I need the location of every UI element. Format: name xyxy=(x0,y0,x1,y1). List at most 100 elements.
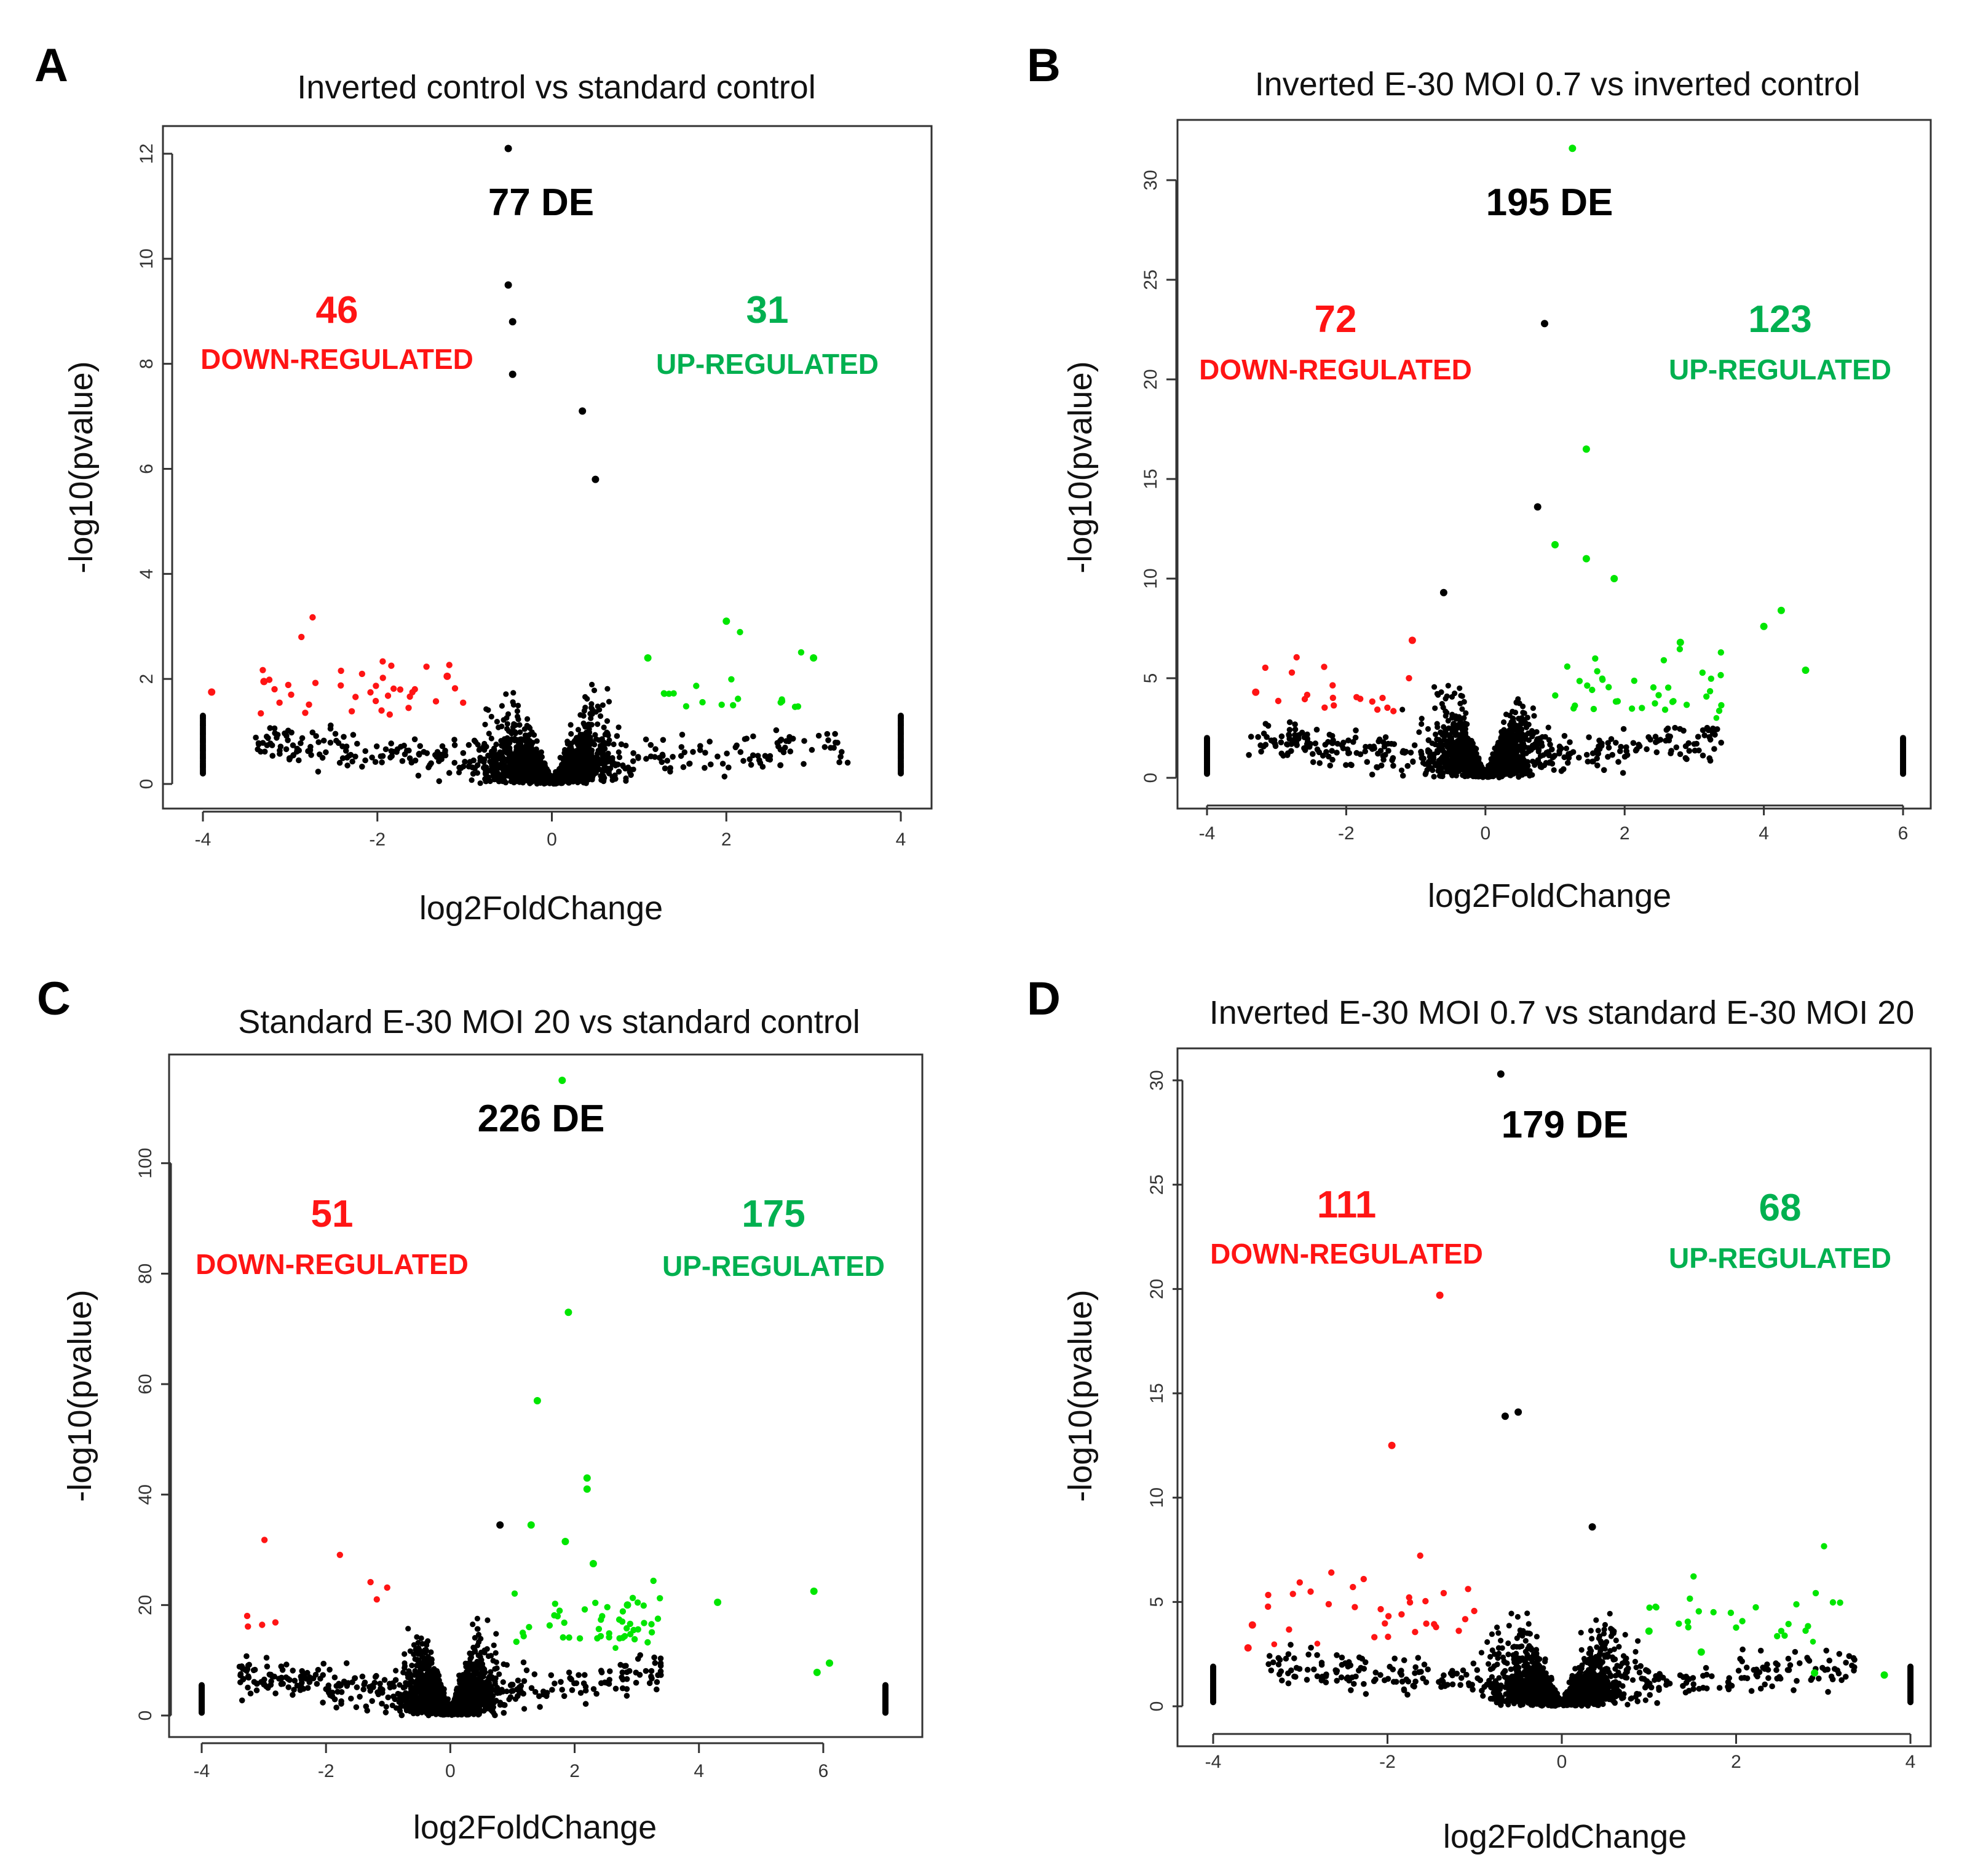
gene-point xyxy=(600,702,606,708)
gene-point xyxy=(647,742,654,748)
gene-point xyxy=(606,737,612,743)
down-regulated-point xyxy=(358,670,365,678)
gene-point xyxy=(635,754,641,760)
down-regulated-point xyxy=(1288,669,1296,676)
gene-point xyxy=(496,778,502,785)
gene-point xyxy=(267,725,274,731)
down-regulated-point xyxy=(1275,697,1282,705)
up-regulated-point xyxy=(1716,707,1723,714)
gene-point xyxy=(1284,741,1290,748)
gene-point xyxy=(1449,694,1455,700)
gene-point xyxy=(401,742,407,749)
x-tick-label: 6 xyxy=(1898,823,1909,844)
gene-point xyxy=(1644,746,1650,753)
gene-point xyxy=(552,774,558,780)
down-label: DOWN-REGULATED xyxy=(200,343,473,375)
up-regulated-point xyxy=(1717,649,1724,656)
gene-point xyxy=(1586,734,1592,740)
gene-point xyxy=(1576,754,1582,761)
gene-point xyxy=(515,713,521,719)
gene-point xyxy=(844,759,851,766)
gene-point xyxy=(436,758,442,764)
x-tick-label: -4 xyxy=(195,829,212,850)
gene-point xyxy=(604,766,611,772)
gene-point xyxy=(898,713,904,719)
down-count: 72 xyxy=(1315,298,1357,341)
up-regulated-point xyxy=(1569,144,1577,152)
down-regulated-point xyxy=(1331,702,1337,709)
gene-point xyxy=(1498,749,1505,755)
gene-point xyxy=(1375,750,1381,757)
gene-point xyxy=(1463,741,1470,747)
gene-point xyxy=(1520,710,1526,716)
gene-point xyxy=(566,756,572,762)
gene-point xyxy=(1292,732,1298,738)
up-regulated-point xyxy=(1551,540,1559,548)
gene-point xyxy=(1410,759,1416,765)
plot-frame xyxy=(168,1053,924,1738)
y-tick-label: 20 xyxy=(1141,369,1161,389)
gene-point xyxy=(724,750,730,757)
gene-point xyxy=(343,743,350,750)
gene-point xyxy=(1451,727,1457,734)
up-regulated-point xyxy=(1718,702,1725,709)
gene-point xyxy=(690,749,696,755)
de-total-label: 195 DE xyxy=(1486,181,1613,224)
up-regulated-point xyxy=(1717,671,1724,679)
gene-point xyxy=(1292,721,1298,727)
gene-point xyxy=(667,769,673,775)
gene-point xyxy=(1900,735,1906,742)
gene-point xyxy=(504,715,510,721)
gene-point xyxy=(451,737,457,743)
gene-point xyxy=(591,687,598,694)
gene-point xyxy=(575,778,581,784)
gene-point xyxy=(1706,755,1712,761)
gene-point xyxy=(604,686,611,692)
gene-point xyxy=(1258,748,1264,755)
gene-point xyxy=(1381,743,1388,750)
gene-point xyxy=(740,758,746,764)
gene-point xyxy=(1541,320,1548,328)
gene-point xyxy=(1601,767,1607,774)
gene-point xyxy=(1663,737,1669,744)
gene-point xyxy=(678,744,685,750)
plot-frame xyxy=(162,125,933,810)
gene-point xyxy=(1325,738,1331,745)
gene-point xyxy=(1433,731,1439,737)
up-regulated-point xyxy=(1592,655,1599,662)
y-tick-label: 12 xyxy=(137,143,157,164)
gene-point xyxy=(568,730,574,737)
gene-point xyxy=(344,754,350,761)
gene-point xyxy=(567,749,573,755)
gene-point xyxy=(1454,754,1460,761)
gene-point xyxy=(255,740,262,746)
up-regulated-point xyxy=(1664,684,1672,691)
up-regulated-point xyxy=(728,676,735,683)
gene-point xyxy=(511,780,517,786)
gene-point xyxy=(441,749,448,756)
gene-point xyxy=(1668,750,1674,756)
gene-point xyxy=(510,724,517,730)
gene-point xyxy=(299,735,306,742)
gene-point xyxy=(566,780,572,786)
gene-point xyxy=(721,774,728,780)
panel-b: B Inverted E-30 MOI 0.7 vs inverted cont… xyxy=(1027,39,1932,914)
gene-point xyxy=(288,729,295,736)
gene-point xyxy=(1636,743,1643,750)
gene-point xyxy=(1403,748,1409,755)
gene-point xyxy=(588,701,595,707)
gene-point xyxy=(1526,737,1532,743)
gene-point xyxy=(1472,753,1478,759)
gene-point xyxy=(470,757,477,764)
gene-point xyxy=(1284,752,1291,758)
gene-point xyxy=(373,743,380,750)
gene-point xyxy=(388,740,394,746)
gene-point xyxy=(750,733,756,740)
gene-point xyxy=(1653,749,1660,756)
up-regulated-point xyxy=(798,649,805,656)
gene-point xyxy=(1432,705,1438,711)
gene-point xyxy=(1270,738,1277,745)
gene-point xyxy=(1438,759,1444,766)
gene-point xyxy=(510,699,516,705)
gene-point xyxy=(706,738,713,745)
